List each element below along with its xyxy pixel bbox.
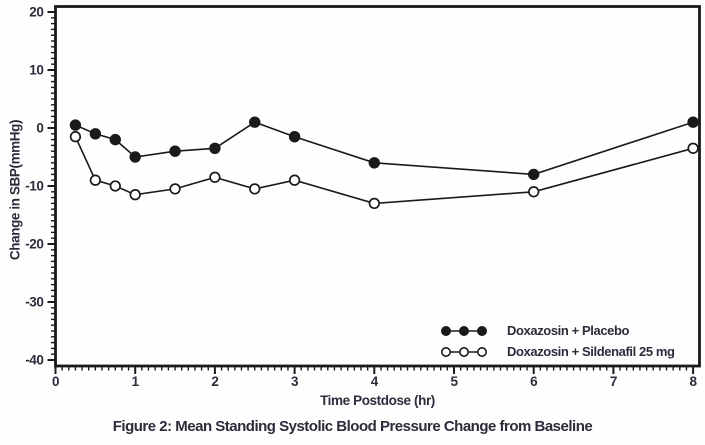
open-circle-marker [209, 171, 221, 183]
x-tick-label: 6 [530, 374, 538, 389]
y-tick-label: -40 [25, 353, 43, 368]
x-tick-label: 2 [211, 374, 218, 389]
open-circle-marker [109, 180, 121, 192]
x-axis-title: Time Postdose (hr) [320, 393, 435, 408]
y-tick-label: 20 [29, 5, 43, 20]
filled-circle-marker [288, 131, 301, 143]
y-axis-title: Change in SBP(mmHg) [7, 119, 23, 261]
filled-circle-marker [169, 145, 181, 157]
y-tick-label: -30 [25, 295, 43, 310]
x-tick-label: 4 [371, 374, 379, 389]
y-tick-label: -20 [25, 237, 43, 252]
figure-caption: Figure 2: Mean Standing Systolic Blood P… [112, 418, 593, 435]
open-circle-marker [528, 186, 540, 198]
filled-circle-marker [368, 157, 380, 169]
open-circle-marker [69, 131, 82, 143]
series-doxazosin-placebo [69, 116, 699, 181]
x-tick-label: 5 [450, 374, 458, 389]
open-circle-marker [89, 174, 101, 186]
x-tick-labels: 0 1 2 3 4 5 6 7 8 [52, 374, 698, 389]
legend-label: Doxazosin + Placebo [507, 323, 630, 338]
series-line [75, 121, 694, 176]
open-circle-marker [687, 142, 699, 154]
open-circle-marker [169, 183, 181, 195]
series-line [74, 136, 694, 205]
legend: Doxazosin + Placebo Doxazosin + Sildenafi… [437, 320, 675, 362]
open-circle-marker [249, 183, 261, 195]
x-tick-label: 1 [132, 374, 140, 389]
filled-circle-marker [528, 168, 540, 181]
open-circle-marker [288, 174, 301, 186]
open-circle-marker [129, 189, 141, 201]
y-tick-label: -10 [25, 179, 43, 194]
x-tick-label: 3 [291, 374, 299, 389]
y-tick-labels: -40 -30 -20 -10 0 10 20 [25, 5, 44, 368]
open-circle-legend-marker-icon [441, 346, 487, 357]
legend-row-doxazosin-placebo: Doxazosin + Placebo [437, 320, 675, 341]
y-tick-label: 0 [36, 121, 43, 136]
open-circle-marker [368, 197, 380, 210]
filled-circle-legend-marker-icon [441, 325, 487, 336]
y-tick-label: 10 [29, 63, 43, 78]
filled-circle-marker [69, 119, 82, 131]
filled-circle-marker [129, 151, 141, 163]
x-tick-label: 0 [52, 374, 59, 389]
x-tick-label: 8 [690, 374, 698, 389]
legend-label: Doxazosin + Sildenafil 25 mg [507, 344, 675, 359]
series-doxazosin-sildenafil-25-mg [69, 131, 699, 210]
legend-row-doxazosin-sildenafil-25-mg: Doxazosin + Sildenafil 25 mg [437, 341, 675, 362]
filled-circle-marker [109, 133, 121, 146]
filled-circle-marker [89, 128, 102, 140]
filled-circle-marker [687, 116, 699, 128]
filled-circle-marker [209, 142, 221, 155]
plot-frame [54, 5, 701, 368]
x-tick-label: 7 [610, 374, 617, 389]
filled-circle-marker [249, 116, 261, 128]
